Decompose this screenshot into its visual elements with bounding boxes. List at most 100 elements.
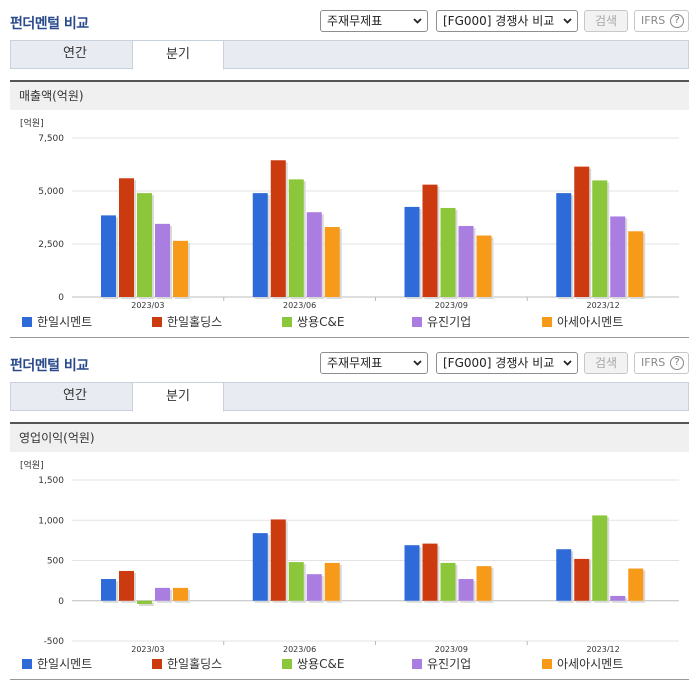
op-income-chart: [억원] -500 0 500 1,000 1,500 2023/03 2023/06 2023… — [10, 452, 689, 682]
y-tick-label: -500 — [44, 637, 65, 647]
y-tick-label: 1,000 — [38, 516, 64, 526]
legend-swatch — [412, 317, 422, 327]
legend-swatch — [152, 317, 162, 327]
help-icon[interactable]: ? — [670, 14, 684, 28]
bar — [173, 240, 188, 297]
bar — [556, 549, 572, 601]
bar — [556, 193, 572, 297]
ifrs-button[interactable]: IFRS ? — [634, 10, 689, 32]
ifrs-label: IFRS — [641, 356, 666, 369]
bar — [252, 193, 268, 297]
bar — [610, 216, 626, 297]
bar-shadow — [139, 602, 154, 606]
unit-label: [억원] — [20, 117, 44, 129]
legend-item[interactable]: 아세아시멘트 — [542, 657, 623, 671]
bar — [422, 184, 438, 297]
x-tick-label: 2023/09 — [435, 301, 468, 310]
bar — [592, 515, 608, 601]
fundamental-section-sales: 펀더멘털 비교 주재무제표 [FG000] 경쟁사 비교 검색 IFRS ? 연… — [10, 10, 689, 338]
bar — [324, 562, 340, 601]
tab-quarterly[interactable]: 분기 — [132, 40, 224, 70]
legend-item[interactable]: 한일시멘트 — [22, 315, 92, 329]
legend-label: 아세아시멘트 — [557, 657, 624, 671]
legend-label: 한일홀딩스 — [167, 315, 223, 329]
legend-swatch — [22, 317, 32, 327]
bar — [610, 595, 626, 601]
chart-heading: 영업이익(억원) — [10, 422, 689, 452]
op-income-chart-svg: [억원] -500 0 500 1,000 1,500 2023/03 2023/06 2023… — [20, 459, 679, 652]
y-tick-label: 500 — [47, 557, 64, 567]
legend-item[interactable]: 한일홀딩스 — [152, 315, 222, 329]
tab-quarterly[interactable]: 분기 — [132, 382, 224, 412]
legend-label: 한일시멘트 — [37, 657, 93, 671]
help-icon[interactable]: ? — [670, 356, 684, 370]
bar — [252, 533, 268, 601]
x-tick-label: 2023/06 — [283, 645, 316, 652]
section-title: 펀더멘털 비교 — [10, 16, 89, 32]
statement-select[interactable]: 주재무제표 — [320, 10, 428, 32]
statement-select[interactable]: 주재무제표 — [320, 352, 428, 374]
statement-select-value: 주재무제표 — [327, 14, 383, 28]
legend-item[interactable]: 쌍용C&E — [282, 657, 344, 671]
sales-chart-svg: [억원] 0 2,500 5,000 7,500 2023/03 2023/06 2023/0… — [20, 117, 679, 310]
bar — [288, 562, 304, 601]
tab-annual[interactable]: 연간 — [63, 388, 87, 403]
legend-item[interactable]: 쌍용C&E — [282, 315, 344, 329]
y-tick-label: 5,000 — [38, 187, 64, 197]
y-tick-label: 2,500 — [38, 240, 64, 250]
legend-label: 아세아시멘트 — [557, 315, 624, 329]
legend-label: 한일홀딩스 — [167, 657, 223, 671]
bar — [574, 166, 590, 297]
legend-item[interactable]: 아세아시멘트 — [542, 315, 623, 329]
search-button[interactable]: 검색 — [584, 10, 628, 32]
legend-item[interactable]: 한일시멘트 — [22, 657, 92, 671]
legend-item[interactable]: 한일홀딩스 — [152, 657, 222, 671]
bar — [288, 179, 304, 297]
chevron-down-icon — [563, 360, 572, 366]
bar — [155, 223, 170, 297]
compare-select[interactable]: [FG000] 경쟁사 비교 — [436, 352, 578, 374]
bar — [270, 160, 286, 297]
tab-annual[interactable]: 연간 — [63, 46, 87, 61]
bar — [476, 566, 492, 601]
period-tabs: 연간 분기 — [10, 40, 689, 70]
section-title: 펀더멘털 비교 — [10, 358, 89, 374]
y-tick-label: 7,500 — [38, 134, 64, 144]
legend-item[interactable]: 유진기업 — [412, 315, 471, 329]
statement-select-value: 주재무제표 — [327, 356, 383, 370]
legend-label: 쌍용C&E — [297, 315, 345, 329]
compare-select[interactable]: [FG000] 경쟁사 비교 — [436, 10, 578, 32]
chart-heading: 매출액(억원) — [10, 80, 689, 110]
bar — [173, 587, 188, 601]
unit-label: [억원] — [20, 459, 44, 471]
search-button[interactable]: 검색 — [584, 352, 628, 374]
bar — [458, 579, 474, 601]
legend-label: 유진기업 — [427, 657, 472, 671]
legend-label: 유진기업 — [427, 315, 472, 329]
bar — [324, 227, 340, 297]
bar — [119, 570, 134, 601]
x-tick-label: 2023/06 — [283, 301, 316, 310]
ifrs-label: IFRS — [641, 14, 666, 27]
ifrs-button[interactable]: IFRS ? — [634, 352, 689, 374]
bar — [458, 225, 474, 297]
legend-item[interactable]: 유진기업 — [412, 657, 471, 671]
chevron-down-icon — [413, 18, 422, 24]
bar — [119, 178, 134, 297]
x-tick-label: 2023/03 — [131, 645, 164, 652]
bar — [476, 235, 492, 297]
bar — [137, 600, 152, 604]
legend-label: 한일시멘트 — [37, 315, 93, 329]
bar — [306, 212, 322, 297]
chevron-down-icon — [413, 360, 422, 366]
y-tick-label: 1,500 — [38, 476, 64, 486]
legend-swatch — [282, 659, 292, 669]
bar — [440, 562, 456, 601]
bar — [101, 579, 116, 601]
x-tick-label: 2023/03 — [131, 301, 164, 310]
bar — [574, 558, 590, 601]
bar — [137, 193, 152, 297]
chevron-down-icon — [563, 18, 572, 24]
bar — [422, 543, 438, 601]
bar — [628, 231, 644, 297]
